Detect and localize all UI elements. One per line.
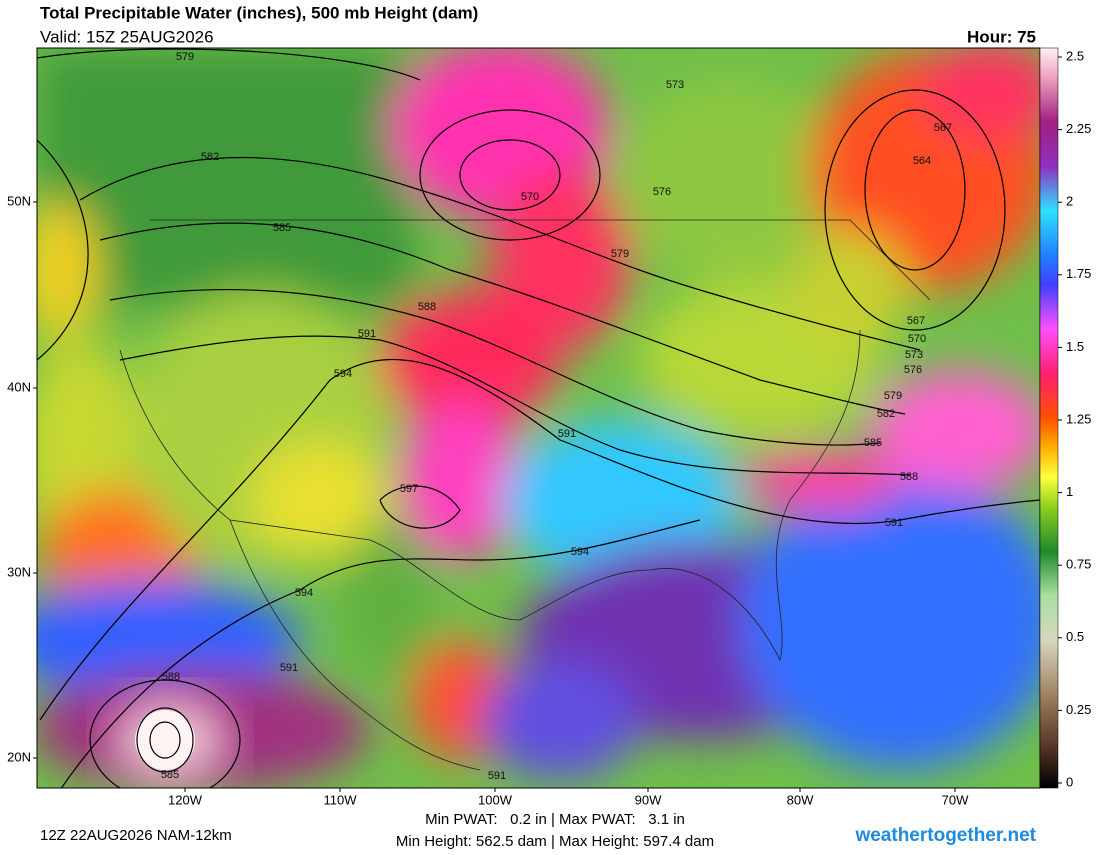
colorbar-label: 1.25: [1066, 411, 1091, 426]
contour-label: 591: [358, 328, 376, 340]
colorbar-label: 2.25: [1066, 121, 1091, 136]
lon-label: 100W: [478, 792, 513, 807]
contour-label: 585: [161, 769, 179, 781]
contour-label: 588: [162, 671, 180, 683]
colorbar-label: 0.5: [1066, 629, 1084, 644]
colorbar-label: 2.5: [1066, 48, 1084, 63]
contour-label: 594: [295, 587, 313, 599]
contour-label: 588: [900, 471, 918, 483]
lat-label: 20N: [7, 749, 31, 764]
contour-label: 591: [488, 770, 506, 782]
contour-label: 579: [884, 390, 902, 402]
colorbar-label: 2: [1066, 194, 1073, 209]
lat-label: 30N: [7, 564, 31, 579]
contour-label: 588: [418, 301, 436, 313]
lon-label: 120W: [168, 792, 203, 807]
contour-label: 576: [904, 364, 922, 376]
lat-label: 50N: [7, 193, 31, 208]
title: Total Precipitable Water (inches), 500 m…: [40, 3, 478, 22]
contour-label: 591: [280, 662, 298, 674]
colorbar-label: 0.75: [1066, 557, 1091, 572]
colorbar-label: 0: [1066, 774, 1073, 789]
colorbar-label: 0.25: [1066, 702, 1091, 717]
contour-label: 567: [934, 122, 952, 134]
colorbar: [1039, 47, 1059, 789]
contour-label: 597: [400, 483, 418, 495]
model-run: 12Z 22AUG2026 NAM-12km: [40, 827, 232, 844]
site-link: weathertogether.net: [854, 825, 1036, 846]
borders: [119, 219, 931, 771]
contour-label: 573: [666, 79, 684, 91]
contour-label: 582: [201, 151, 219, 163]
contour-label: 585: [273, 222, 291, 234]
contour-label: 567: [907, 315, 925, 327]
contour-label: 576: [653, 186, 671, 198]
height-range: Min Height: 562.5 dam | Max Height: 597.…: [396, 833, 714, 850]
colorbar-label: 1.5: [1066, 339, 1084, 354]
contour-label: 579: [176, 51, 194, 63]
height-contours: [37, 48, 1040, 788]
contour-label: 570: [908, 333, 926, 345]
contour-label: 594: [334, 368, 352, 380]
contour-label: 570: [521, 191, 539, 203]
contour-label: 582: [877, 408, 895, 420]
forecast-hour: Hour: 75: [967, 27, 1036, 46]
pwat-range: Min PWAT: 0.2 in | Max PWAT: 3.1 in: [425, 811, 685, 828]
contour-label: 573: [905, 349, 923, 361]
valid-time: Valid: 15Z 25AUG2026: [40, 27, 214, 46]
contour-label: 564: [913, 155, 931, 167]
colorbar-label: 1.75: [1066, 266, 1091, 281]
lon-label: 110W: [324, 792, 358, 807]
lon-label: 80W: [787, 792, 814, 807]
contour-label: 591: [885, 517, 903, 529]
lat-label: 40N: [7, 379, 31, 394]
contour-label: 585: [864, 437, 882, 449]
colorbar-label: 1: [1066, 484, 1073, 499]
lon-label: 70W: [942, 792, 969, 807]
contour-label: 579: [611, 248, 629, 260]
contour-label: 594: [571, 546, 589, 558]
contour-label: 591: [558, 428, 576, 440]
map-field: [37, 48, 1040, 788]
lon-label: 90W: [635, 792, 662, 807]
